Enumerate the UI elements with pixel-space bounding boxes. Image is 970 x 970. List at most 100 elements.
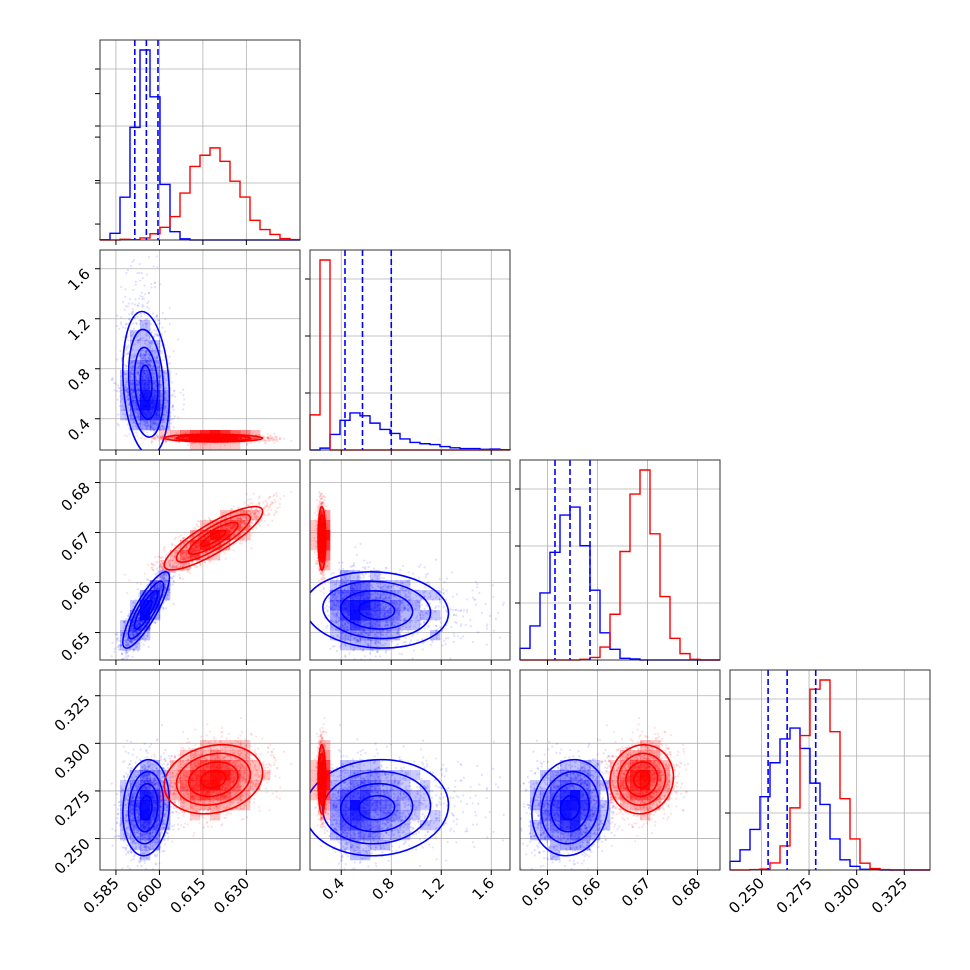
- scatter-point: [240, 437, 243, 440]
- scatter-point: [255, 437, 258, 440]
- scatter-point: [223, 444, 226, 447]
- scatter-point: [129, 640, 133, 643]
- panel-frame: [99, 39, 301, 241]
- scatter-point: [153, 286, 157, 289]
- scatter-point: [250, 436, 253, 439]
- scatter-point: [130, 639, 133, 643]
- scatter-point: [159, 436, 163, 439]
- scatter-point: [124, 305, 127, 308]
- scatter-point: [161, 350, 164, 353]
- scatter-point: [162, 417, 165, 420]
- scatter-point: [125, 380, 128, 384]
- scatter-point: [126, 643, 129, 647]
- scatter-point: [145, 427, 148, 430]
- scatter-point: [130, 640, 133, 643]
- scatter-point: [145, 349, 148, 352]
- scatter-point: [164, 441, 167, 444]
- scatter-point: [123, 405, 126, 408]
- scatter-point: [137, 649, 140, 652]
- scatter-point: [148, 580, 152, 583]
- scatter-point: [128, 433, 131, 436]
- scatter-point: [147, 292, 150, 295]
- scatter-point: [124, 655, 128, 658]
- scatter-point: [126, 403, 130, 406]
- scatter-point: [168, 570, 171, 573]
- scatter-point: [166, 399, 169, 402]
- scatter-point: [203, 442, 206, 445]
- contour: [163, 433, 264, 443]
- scatter-point: [153, 356, 156, 359]
- scatter-point: [146, 635, 149, 638]
- scatter-point: [263, 439, 266, 442]
- scatter-point: [257, 437, 260, 440]
- scatter-point: [266, 436, 269, 440]
- y-tick-label: 1.2: [64, 315, 94, 345]
- scatter-point: [127, 353, 130, 356]
- histogram-p3-series-1: [730, 679, 930, 871]
- scatter-point: [127, 344, 130, 347]
- scatter-point: [150, 342, 153, 345]
- scatter-point: [152, 422, 155, 425]
- scatter-point: [129, 372, 133, 375]
- scatter-point: [148, 592, 151, 595]
- scatter-point: [155, 435, 158, 438]
- scatter-point: [140, 427, 144, 430]
- scatter-panel-p0-p2: [110, 490, 293, 660]
- scatter-point: [131, 333, 134, 336]
- scatter-point: [137, 642, 140, 645]
- scatter-point: [165, 401, 168, 405]
- x-tick-label: 0.325: [868, 874, 911, 917]
- scatter-point: [251, 433, 254, 436]
- scatter-point: [146, 334, 149, 337]
- scatter-point: [161, 433, 165, 437]
- scatter-point: [125, 388, 128, 391]
- scatter-point: [156, 585, 160, 588]
- scatter-point: [205, 442, 208, 445]
- scatter-point: [117, 413, 120, 416]
- scatter-point: [169, 411, 172, 414]
- scatter-point: [144, 357, 147, 360]
- scatter-point: [149, 425, 152, 428]
- scatter-point: [158, 614, 161, 617]
- scatter-point: [131, 633, 134, 636]
- scatter-point: [119, 644, 122, 647]
- scatter-point: [151, 436, 155, 440]
- scatter-point: [116, 646, 119, 649]
- scatter-point: [158, 350, 162, 353]
- scatter-point: [156, 319, 159, 322]
- scatter-point: [150, 366, 153, 370]
- scatter-point: [161, 427, 164, 430]
- scatter-point: [154, 436, 157, 439]
- scatter-point: [114, 382, 117, 385]
- scatter-point: [139, 312, 143, 315]
- scatter-point: [153, 587, 157, 590]
- scatter-point: [121, 418, 124, 421]
- scatter-point: [124, 390, 127, 393]
- scatter-point: [147, 352, 150, 355]
- scatter-point: [159, 436, 162, 439]
- scatter-point: [172, 426, 175, 429]
- scatter-point: [257, 437, 261, 440]
- scatter-point: [145, 273, 148, 276]
- scatter-point: [177, 338, 180, 341]
- scatter-point: [246, 442, 250, 445]
- scatter-point: [159, 386, 163, 389]
- scatter-point: [125, 648, 128, 652]
- scatter-point: [271, 436, 274, 440]
- scatter-point: [160, 436, 163, 439]
- scatter-point: [161, 575, 164, 579]
- scatter-point: [273, 441, 276, 444]
- density-cell: [140, 350, 151, 361]
- scatter-point: [122, 413, 125, 416]
- scatter-point: [265, 439, 269, 442]
- x-tick-label: 0.300: [820, 874, 863, 917]
- scatter-point: [145, 323, 148, 326]
- scatter-point: [135, 632, 138, 636]
- scatter-point: [166, 598, 170, 601]
- scatter-point: [126, 388, 130, 391]
- scatter-point: [119, 321, 123, 324]
- scatter-point: [162, 573, 165, 577]
- scatter-point: [264, 441, 267, 445]
- scatter-point: [168, 362, 171, 365]
- scatter-point: [125, 377, 128, 381]
